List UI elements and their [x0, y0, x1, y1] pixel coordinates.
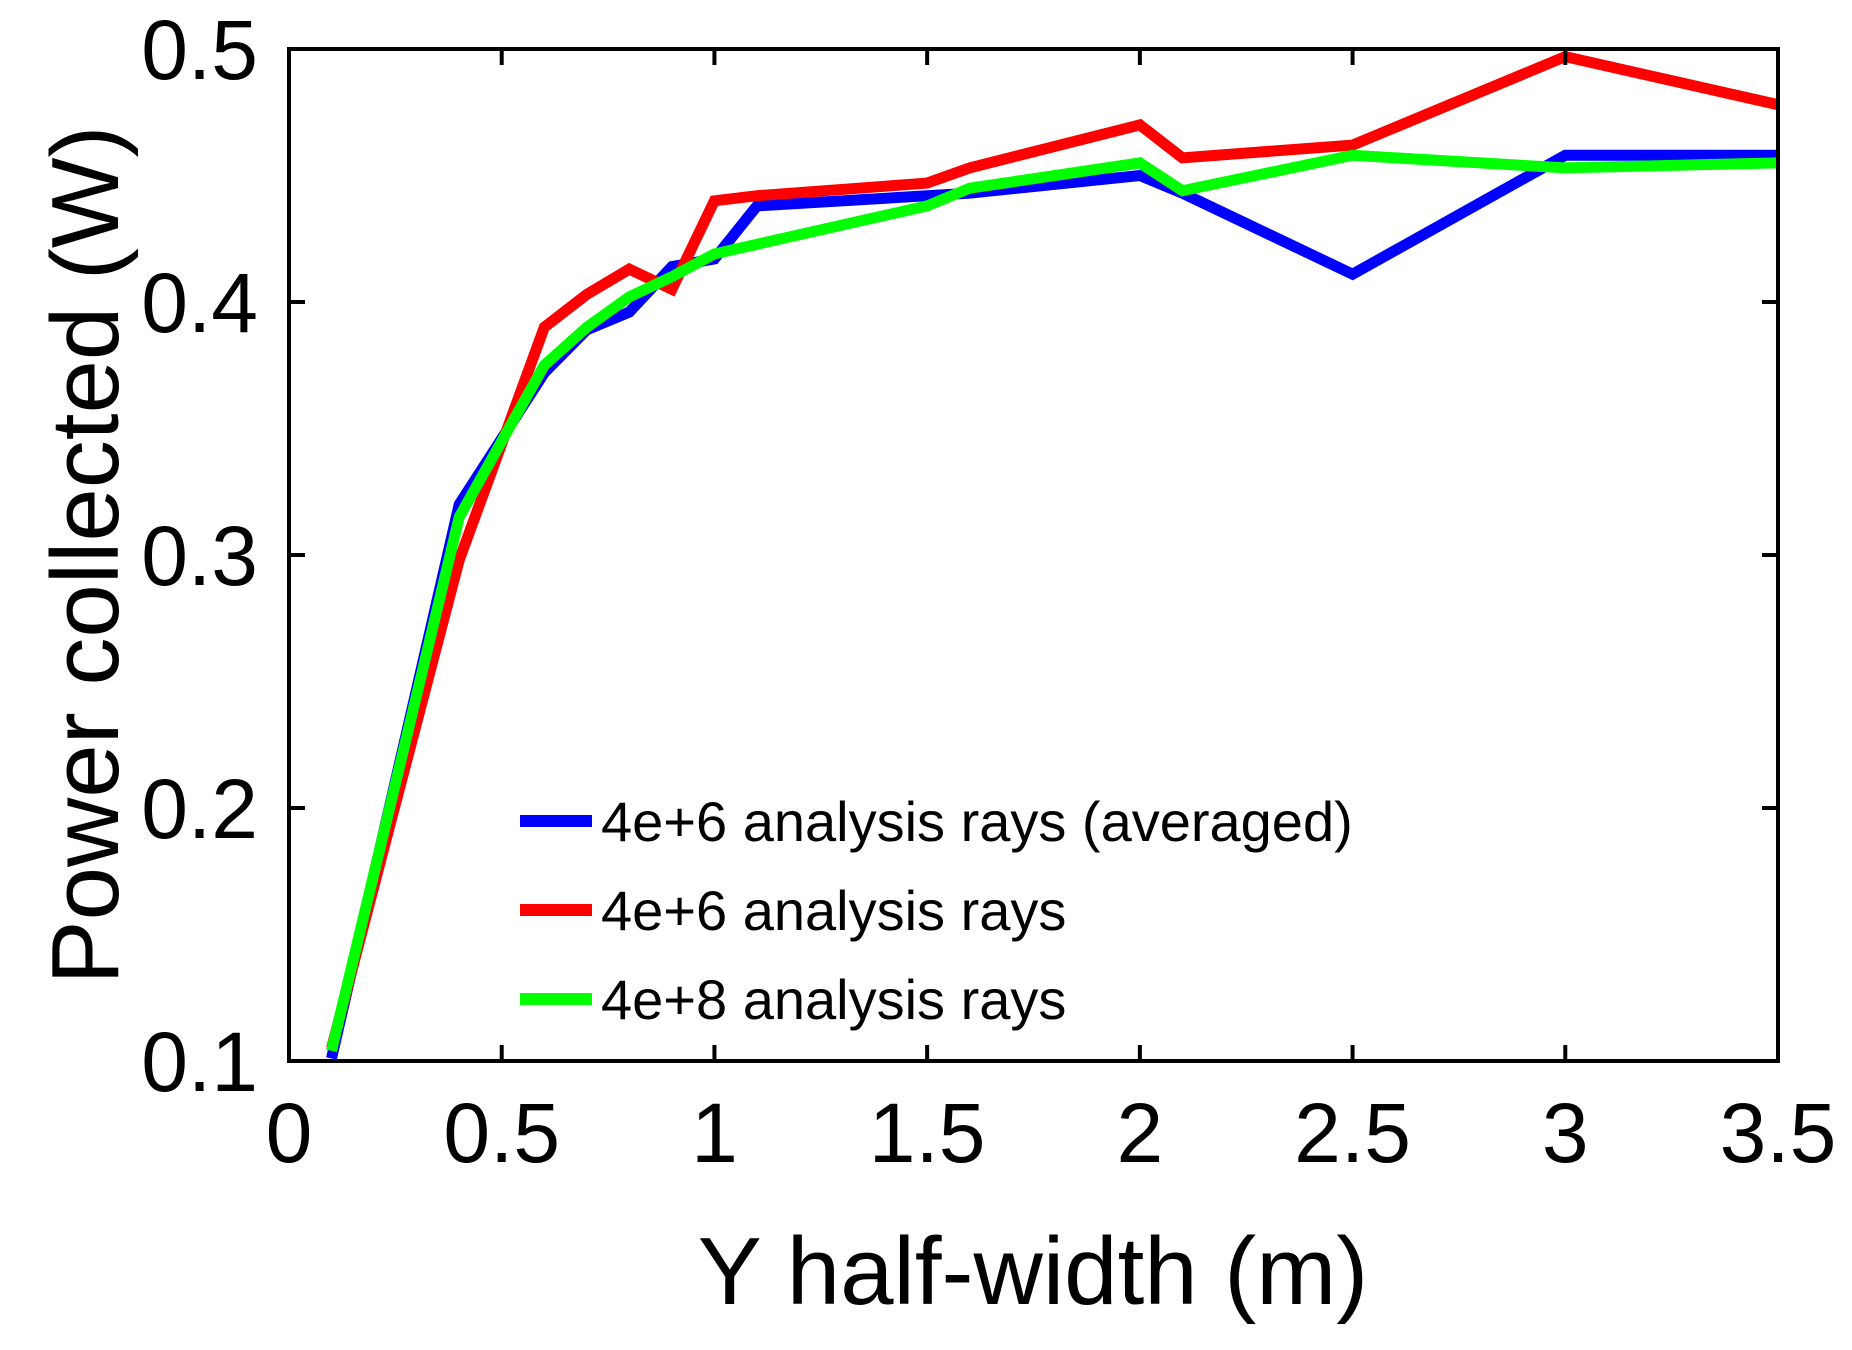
x-axis-title: Y half-width (m) [698, 1218, 1368, 1325]
legend-label-4e6: 4e+6 analysis rays [601, 879, 1066, 942]
legend-label-4e8: 4e+8 analysis rays [601, 968, 1066, 1031]
series-line-4e-6-analysis-rays [326, 50, 1780, 1050]
x-tick-label-0: 0 [266, 1086, 313, 1180]
x-tick-label-0-5: 0.5 [443, 1086, 560, 1180]
legend: 4e+6 analysis rays (averaged) 4e+6 analy… [520, 790, 1353, 1031]
y-tick-label-0-4: 0.4 [141, 256, 258, 350]
series-layer [326, 50, 1780, 1060]
x-tick-label-3: 3 [1542, 1086, 1589, 1180]
y-tick-label-0-1: 0.1 [141, 1015, 258, 1109]
series-line-4e-8-analysis-rays [326, 149, 1779, 1053]
y-tick-label-0-2: 0.2 [141, 762, 258, 856]
x-tick-label-1: 1 [691, 1086, 738, 1180]
y-tick-label-0-3: 0.3 [141, 509, 258, 603]
x-tick-label-2: 2 [1116, 1086, 1163, 1180]
x-tick-label-3-5: 3.5 [1720, 1086, 1837, 1180]
axes-box [287, 47, 1780, 1063]
legend-label-averaged: 4e+6 analysis rays (averaged) [601, 790, 1353, 853]
ticks-layer: 0 0.5 1 1.5 2 2.5 3 3.5 0.1 0.2 0.3 0.4 0.5 [141, 3, 1836, 1180]
plot-area [289, 49, 1778, 1061]
y-tick-label-0-5: 0.5 [141, 3, 258, 97]
y-axis-title: Power collected (W) [32, 126, 139, 985]
x-tick-label-2-5: 2.5 [1294, 1086, 1411, 1180]
x-tick-label-1-5: 1.5 [869, 1086, 986, 1180]
